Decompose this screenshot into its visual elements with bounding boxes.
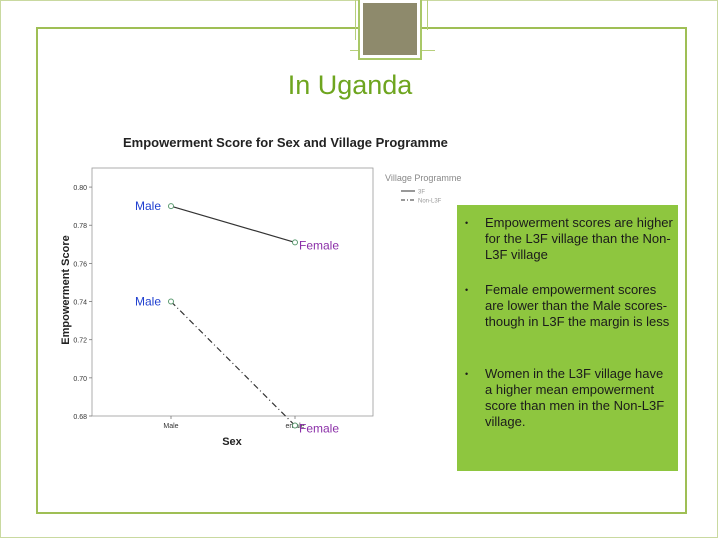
annotation-label: Male: [135, 295, 161, 309]
x-axis: Maleemale: [163, 416, 305, 430]
legend-title: Village Programme: [385, 173, 461, 183]
y-tick-label: 0.74: [73, 300, 87, 307]
y-tick-label: 0.72: [73, 338, 87, 345]
y-axis: 0.68 0.70 0.72 0.74 0.76 0.78 0.80: [73, 185, 92, 421]
line-chart: 0.68 0.70 0.72 0.74 0.76 0.78 0.80 Maleemale M…: [60, 167, 461, 448]
bullet-text: Women in the L3F village have a higher m…: [485, 366, 665, 429]
y-axis-label: Empowerment Score: [60, 235, 72, 344]
series-line: [170, 301, 296, 426]
y-tick-label: 0.76: [73, 261, 87, 268]
y-tick-label: 0.70: [73, 376, 87, 383]
chart-legend: Village Programme 3F Non-L3F: [385, 173, 461, 205]
x-tick-label: Male: [163, 423, 178, 430]
annotation-label: Male: [135, 199, 161, 213]
chart-annotations: Male Female Male Female: [135, 199, 339, 435]
bullet-text: Female empowerment scores are lower than…: [485, 282, 670, 329]
legend-label: 3F: [418, 190, 425, 196]
bullet-text: Empowerment scores are higher for the L3…: [485, 215, 673, 262]
y-tick-label: 0.78: [73, 223, 87, 230]
series-line: [170, 205, 296, 243]
bullet-dot: •: [465, 218, 469, 228]
data-point: [292, 239, 298, 246]
plot-area: [91, 167, 374, 417]
chart-title: Empowerment Score for Sex and Village Pr…: [123, 135, 448, 150]
bullet-box: • Empowerment scores are higher for the …: [457, 205, 678, 471]
slide-title: In Uganda: [287, 70, 413, 100]
y-tick-label: 0.80: [73, 185, 87, 192]
bullet-dot: •: [465, 285, 469, 295]
data-point: [292, 422, 298, 429]
chart-series: [168, 203, 298, 429]
data-point: [168, 298, 174, 305]
annotation-label: Female: [299, 422, 339, 436]
y-tick-label: 0.68: [73, 414, 87, 421]
bullet-dot: •: [465, 369, 469, 379]
decorative-square: [358, 0, 422, 60]
x-axis-label: Sex: [222, 436, 242, 448]
legend-label: Non-L3F: [418, 199, 442, 205]
data-point: [168, 203, 174, 210]
annotation-label: Female: [299, 238, 339, 252]
